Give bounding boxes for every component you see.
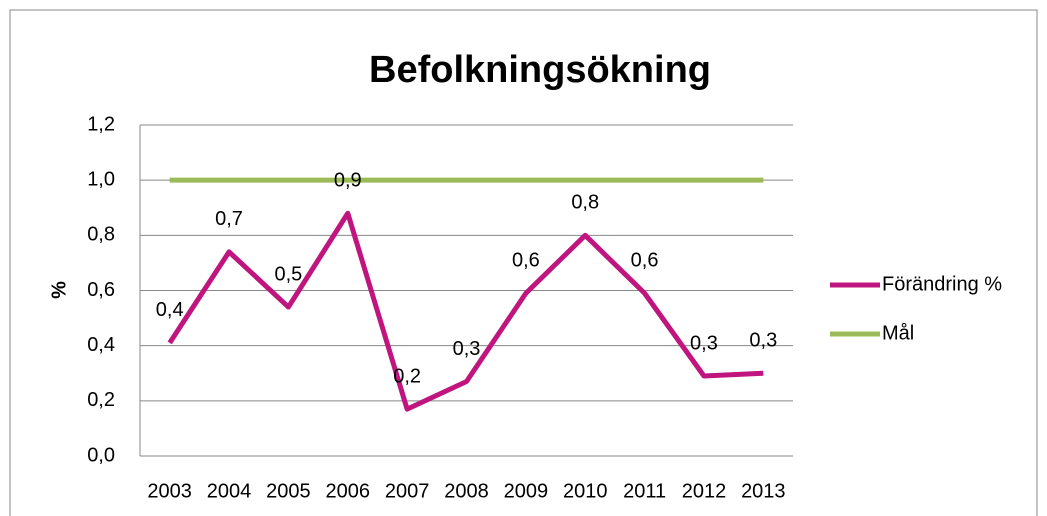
x-tick-label: 2007 [385,480,430,502]
y-axis-title: % [48,281,70,299]
y-tick-label: 1,0 [87,168,115,190]
x-tick-label: 2006 [326,480,371,502]
data-label: 0,5 [275,263,303,285]
legend-label: Förändring % [882,273,1002,295]
data-label: 0,6 [631,250,659,272]
x-tick-label: 2010 [563,480,608,502]
data-label: 0,4 [156,299,184,321]
x-tick-label: 2012 [682,480,727,502]
x-tick-label: 2005 [266,480,311,502]
x-tick-label: 2013 [741,480,786,502]
chart-title: Befolkningsökning [369,49,711,91]
data-label: 0,2 [393,365,421,387]
data-label: 0,3 [749,330,777,352]
legend-label: Mål [882,322,914,344]
y-tick-label: 0,8 [87,224,115,246]
x-tick-label: 2004 [207,480,252,502]
data-label: 0,8 [571,192,599,214]
y-tick-label: 0,6 [87,279,115,301]
data-label: 0,7 [215,208,243,230]
y-tick-label: 0,4 [87,334,115,356]
series-line [167,210,764,412]
data-label: 0,3 [690,332,718,354]
chart-border [9,9,1038,516]
y-tick-label: 0,2 [87,389,115,411]
x-tick-label: 2011 [623,480,666,502]
data-label: 0,9 [334,170,362,192]
x-tick-label: 2009 [504,480,549,502]
data-label: 0,6 [512,250,540,272]
y-tick-label: 0,0 [87,444,115,466]
data-label: 0,3 [453,338,481,360]
y-tick-label: 1,2 [87,113,115,135]
x-tick-label: 2008 [444,480,489,502]
x-tick-label: 2003 [147,480,192,502]
